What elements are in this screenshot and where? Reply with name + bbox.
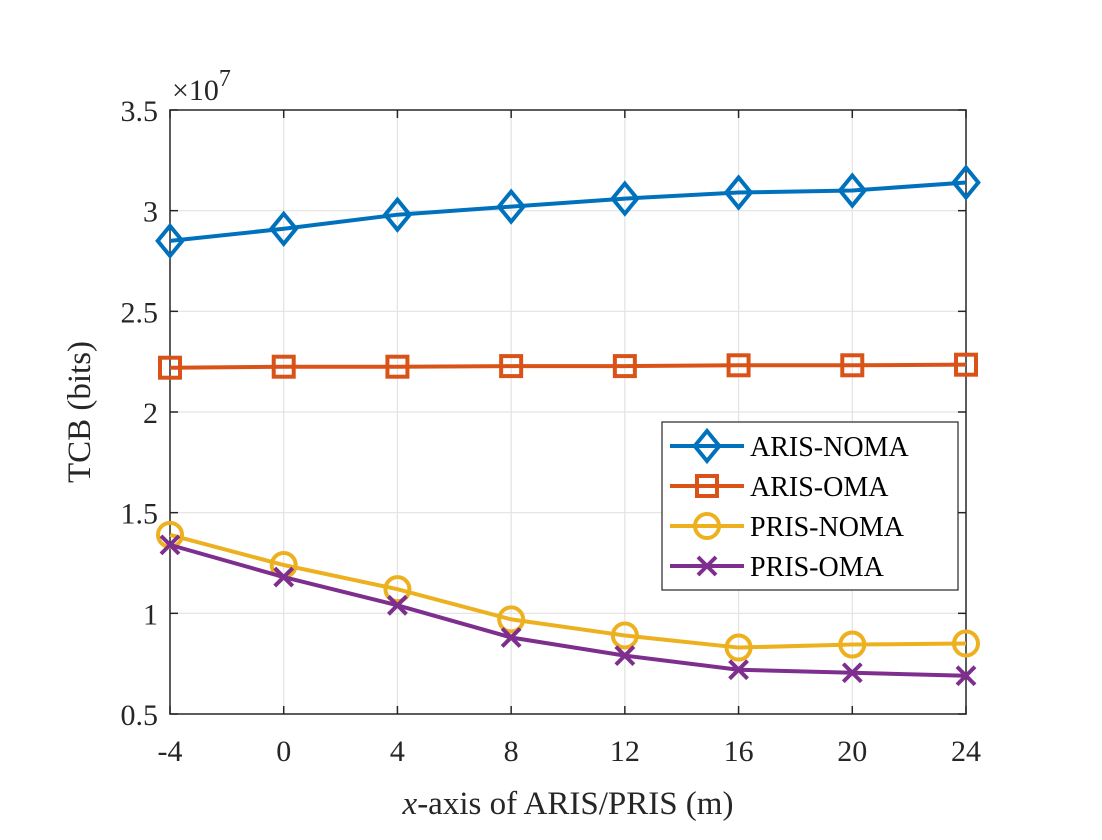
y-tick-label: 1.5 bbox=[121, 498, 159, 531]
data-point-marker bbox=[838, 630, 867, 659]
tick-labels: -4 0 4 8 12 16 20 24 0.5 1 1.5 2 2.5 3 3.5 bbox=[121, 95, 982, 768]
axes bbox=[169, 109, 967, 715]
y-tick-label: 3.5 bbox=[121, 95, 159, 128]
x-tick-label: 12 bbox=[610, 735, 640, 768]
data-point-marker bbox=[614, 645, 636, 667]
y-multiplier-exponent: 7 bbox=[219, 66, 231, 92]
series-aris-oma bbox=[158, 352, 978, 380]
legend-swatch-marker bbox=[693, 512, 721, 540]
data-point-marker bbox=[499, 354, 524, 379]
x-tick-label: 20 bbox=[837, 735, 867, 768]
legend: ARIS-NOMA ARIS-OMA PRIS-NOMA PRIS-OMA bbox=[661, 421, 959, 591]
x-axis-title: x-axis of ARIS/PRIS (m) bbox=[402, 786, 734, 822]
series-line bbox=[169, 532, 967, 650]
data-point-marker bbox=[837, 172, 868, 209]
data-point-marker bbox=[728, 659, 749, 681]
y-tick-label: 1 bbox=[143, 598, 158, 631]
data-point-marker bbox=[497, 605, 526, 634]
y-tick-label: 2 bbox=[143, 397, 158, 430]
data-point-marker bbox=[612, 354, 637, 379]
legend-label: ARIS-NOMA bbox=[750, 432, 909, 463]
data-point-marker bbox=[724, 633, 753, 662]
data-point-marker bbox=[155, 222, 185, 260]
data-point-marker bbox=[952, 629, 980, 658]
y-tick-label: 0.5 bbox=[121, 699, 159, 732]
x-tick-label: 0 bbox=[276, 735, 291, 768]
data-point-marker bbox=[385, 354, 410, 379]
series-line bbox=[169, 362, 967, 370]
legend-label: ARIS-OMA bbox=[750, 472, 889, 503]
data-point-marker bbox=[951, 164, 981, 201]
data-point-marker bbox=[609, 180, 640, 217]
x-axis-title-italic: x bbox=[402, 786, 418, 822]
y-tick-label: 2.5 bbox=[121, 296, 159, 329]
data-point-marker bbox=[723, 174, 754, 211]
data-point-marker bbox=[268, 210, 299, 247]
data-point-marker bbox=[726, 353, 751, 378]
x-tick-label: 24 bbox=[951, 735, 981, 768]
data-point-marker bbox=[954, 352, 978, 377]
series-aris-noma bbox=[155, 164, 981, 260]
data-point-marker bbox=[496, 188, 527, 225]
x-tick-label: 16 bbox=[724, 735, 754, 768]
data-point-marker bbox=[500, 627, 522, 648]
data-point-marker bbox=[387, 594, 408, 616]
legend-swatch-marker bbox=[696, 555, 718, 577]
data-point-marker bbox=[955, 665, 977, 687]
series-layer bbox=[155, 164, 981, 687]
y-tick-label: 3 bbox=[143, 196, 158, 229]
data-point-marker bbox=[273, 566, 295, 588]
y-multiplier: ×107 bbox=[172, 66, 231, 107]
legend-label: PRIS-NOMA bbox=[750, 512, 905, 543]
data-point-marker bbox=[841, 662, 863, 684]
data-point-marker bbox=[159, 534, 181, 556]
data-point-marker bbox=[382, 196, 413, 233]
grid-lines bbox=[170, 110, 966, 714]
legend-label: PRIS-OMA bbox=[750, 552, 885, 583]
data-point-marker bbox=[271, 354, 296, 379]
legend-swatch-marker bbox=[692, 427, 722, 465]
data-point-marker bbox=[610, 621, 639, 650]
series-pris-oma bbox=[159, 534, 977, 687]
series-line bbox=[169, 180, 967, 243]
y-axis-title: TCB (bits) bbox=[62, 341, 98, 483]
data-point-marker bbox=[383, 575, 412, 604]
data-point-marker bbox=[158, 355, 182, 380]
series-line bbox=[169, 542, 967, 678]
y-multiplier-base: ×10 bbox=[172, 74, 219, 107]
x-tick-label: 4 bbox=[390, 735, 405, 768]
legend-swatch-marker bbox=[695, 474, 719, 498]
data-point-marker bbox=[840, 353, 865, 378]
x-tick-label: 8 bbox=[504, 735, 519, 768]
x-axis-title-rest: -axis of ARIS/PRIS (m) bbox=[417, 786, 733, 822]
x-tick-label: -4 bbox=[158, 735, 183, 768]
